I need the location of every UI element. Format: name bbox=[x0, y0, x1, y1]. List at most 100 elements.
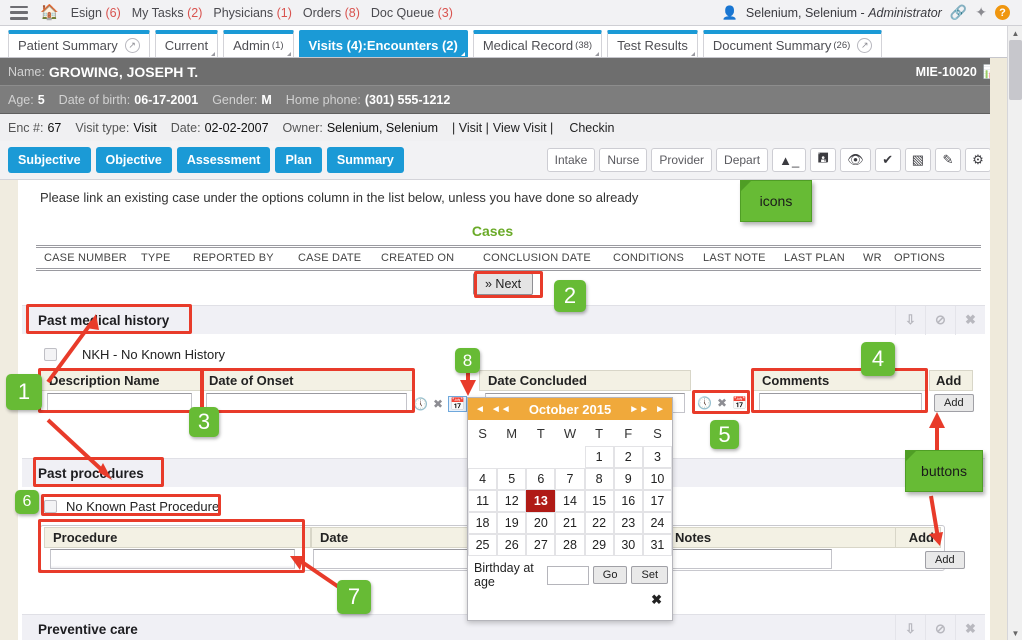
birthday-at-age-input[interactable] bbox=[546, 565, 589, 585]
calendar-day-20[interactable]: 20 bbox=[526, 512, 556, 534]
home-icon[interactable]: 🏠 bbox=[40, 4, 59, 21]
column-last-note[interactable]: LAST NOTE bbox=[703, 252, 766, 264]
subjective-button[interactable]: Subjective bbox=[8, 147, 91, 173]
calendar-day-31[interactable]: 31 bbox=[642, 534, 672, 556]
calendar-day-4[interactable]: 4 bbox=[468, 468, 498, 490]
no-entry-icon[interactable]: ⊘ bbox=[925, 305, 955, 335]
nav-link-physicians[interactable]: Physicians (1) bbox=[213, 6, 292, 20]
calendar-day-1[interactable]: 1 bbox=[584, 446, 614, 468]
calendar-day-18[interactable]: 18 bbox=[468, 512, 498, 534]
nav-link-esign[interactable]: Esign (6) bbox=[71, 6, 121, 20]
column-case-number[interactable]: CASE NUMBER bbox=[44, 252, 127, 264]
pmh-date-onset-input[interactable] bbox=[206, 393, 407, 413]
calendar-day-13[interactable]: 13 bbox=[526, 490, 556, 512]
save-icon[interactable]: 🖪 bbox=[810, 148, 837, 172]
calendar-day-30[interactable]: 30 bbox=[613, 534, 643, 556]
calendar-go-button[interactable]: Go bbox=[592, 566, 628, 584]
calendar-prev-year-icon[interactable]: ◄ bbox=[475, 403, 485, 415]
calendar-close-icon[interactable]: ✖ bbox=[651, 592, 662, 607]
chevron-double-down-icon[interactable]: ⇩ bbox=[895, 305, 925, 335]
link-visit[interactable]: | Visit | bbox=[452, 120, 489, 135]
tab-document-summary[interactable]: Document Summary (26) ↗ bbox=[702, 30, 883, 57]
tab-admin[interactable]: Admin (1) bbox=[223, 30, 294, 57]
calendar-day-26[interactable]: 26 bbox=[497, 534, 527, 556]
calendar-day-12[interactable]: 12 bbox=[497, 490, 527, 512]
scroll-down-arrow-icon[interactable]: ▼ bbox=[1011, 628, 1020, 638]
column-conditions[interactable]: CONDITIONS bbox=[613, 252, 685, 264]
pmh-description-input[interactable] bbox=[47, 393, 192, 413]
calendar-day-21[interactable]: 21 bbox=[555, 512, 585, 534]
edit-icon[interactable]: ✎ bbox=[935, 148, 961, 172]
column-options[interactable]: OPTIONS bbox=[894, 252, 945, 264]
pmh-comments-input[interactable] bbox=[759, 393, 922, 413]
calendar-day-25[interactable]: 25 bbox=[468, 534, 498, 556]
clear-icon[interactable]: ✖ bbox=[432, 397, 444, 411]
chevron-double-down-icon[interactable]: ⇩ bbox=[895, 614, 925, 640]
open-in-new-icon[interactable]: ↗ bbox=[124, 38, 140, 53]
calendar-prev-month-icon[interactable]: ◄◄ bbox=[490, 403, 511, 415]
next-button[interactable]: » Next bbox=[473, 273, 534, 295]
calendar-day-grid[interactable]: 1 2 3 4 5 6 7 8 9 10 11 12 13 14 15 16 17 18 19 20 21 22 23 24 2… bbox=[468, 446, 672, 556]
pmh-add-button[interactable]: Add bbox=[934, 394, 974, 412]
procedure-notes-input[interactable] bbox=[662, 549, 832, 569]
link-checkin[interactable]: Checkin bbox=[569, 120, 615, 135]
calendar-next-year-icon[interactable]: ► bbox=[655, 403, 665, 415]
check-icon[interactable]: ✔ bbox=[874, 148, 901, 172]
eye-icon[interactable]: 👁 bbox=[840, 148, 871, 172]
calendar-day-29[interactable]: 29 bbox=[584, 534, 614, 556]
column-created-on[interactable]: CREATED ON bbox=[381, 252, 455, 264]
calendar-day-6[interactable]: 6 bbox=[526, 468, 556, 490]
calendar-day-16[interactable]: 16 bbox=[613, 490, 643, 512]
open-in-new-icon[interactable]: ↗ bbox=[857, 38, 873, 53]
no-known-procedure-checkbox-row[interactable]: No Known Past Procedure bbox=[44, 499, 219, 514]
page-scrollbar[interactable]: ▲ ▼ bbox=[1007, 26, 1022, 640]
calendar-day-15[interactable]: 15 bbox=[584, 490, 614, 512]
calendar-day-28[interactable]: 28 bbox=[555, 534, 585, 556]
close-icon[interactable]: ✖ bbox=[955, 305, 985, 335]
wand-icon[interactable]: ✦ bbox=[975, 4, 987, 20]
calendar-day-10[interactable]: 10 bbox=[642, 468, 672, 490]
depart-button[interactable]: Depart bbox=[716, 148, 769, 172]
calendar-day-24[interactable]: 24 bbox=[642, 512, 672, 534]
calendar-day-27[interactable]: 27 bbox=[526, 534, 556, 556]
scrollbar-thumb[interactable] bbox=[1009, 40, 1022, 100]
help-icon[interactable]: ? bbox=[995, 5, 1010, 20]
nurse-button[interactable]: Nurse bbox=[599, 148, 648, 172]
calendar-icon[interactable]: 📅 bbox=[448, 396, 467, 412]
calendar-day-11[interactable]: 11 bbox=[468, 490, 498, 512]
calendar-day-23[interactable]: 23 bbox=[613, 512, 643, 534]
tab-current[interactable]: Current bbox=[154, 30, 219, 57]
column-conclusion-date[interactable]: CONCLUSION DATE bbox=[483, 252, 591, 264]
procedures-add-button[interactable]: Add bbox=[925, 551, 965, 569]
column-last-plan[interactable]: LAST PLAN bbox=[784, 252, 845, 264]
assessment-button[interactable]: Assessment bbox=[176, 147, 271, 173]
close-icon[interactable]: ✖ bbox=[955, 614, 985, 640]
column-case-date[interactable]: CASE DATE bbox=[298, 252, 362, 264]
hamburger-icon[interactable] bbox=[10, 5, 28, 20]
nkh-checkbox[interactable] bbox=[44, 348, 57, 361]
column-wr[interactable]: WR bbox=[863, 252, 882, 264]
calendar-day-3[interactable]: 3 bbox=[642, 446, 672, 468]
settings-icon[interactable]: ⚙ bbox=[965, 148, 991, 172]
calendar-day-14[interactable]: 14 bbox=[555, 490, 585, 512]
scroll-up-arrow-icon[interactable]: ▲ bbox=[1011, 28, 1020, 38]
calendar-day-9[interactable]: 9 bbox=[613, 468, 643, 490]
calendar-day-8[interactable]: 8 bbox=[584, 468, 614, 490]
clock-icon[interactable]: 🕔 bbox=[697, 396, 712, 410]
calendar-day-22[interactable]: 22 bbox=[584, 512, 614, 534]
nav-link-doc-queue[interactable]: Doc Queue (3) bbox=[371, 6, 453, 20]
nav-link-orders[interactable]: Orders (8) bbox=[303, 6, 360, 20]
tab-patient-summary[interactable]: Patient Summary ↗ bbox=[8, 30, 150, 57]
calendar-day-2[interactable]: 2 bbox=[613, 446, 643, 468]
eject-icon[interactable]: ▲_ bbox=[772, 148, 807, 172]
calendar-day-7[interactable]: 7 bbox=[555, 468, 585, 490]
column-type[interactable]: TYPE bbox=[141, 252, 171, 264]
calendar-set-button[interactable]: Set bbox=[631, 566, 668, 584]
tab-medical-record[interactable]: Medical Record (38) bbox=[472, 30, 603, 57]
nav-link-my-tasks[interactable]: My Tasks (2) bbox=[132, 6, 203, 20]
calendar-icon[interactable]: 📅 bbox=[732, 396, 747, 410]
archive-icon[interactable]: ▧ bbox=[904, 148, 931, 172]
procedure-input[interactable] bbox=[50, 549, 295, 569]
link-view-visit[interactable]: View Visit | bbox=[492, 120, 554, 135]
